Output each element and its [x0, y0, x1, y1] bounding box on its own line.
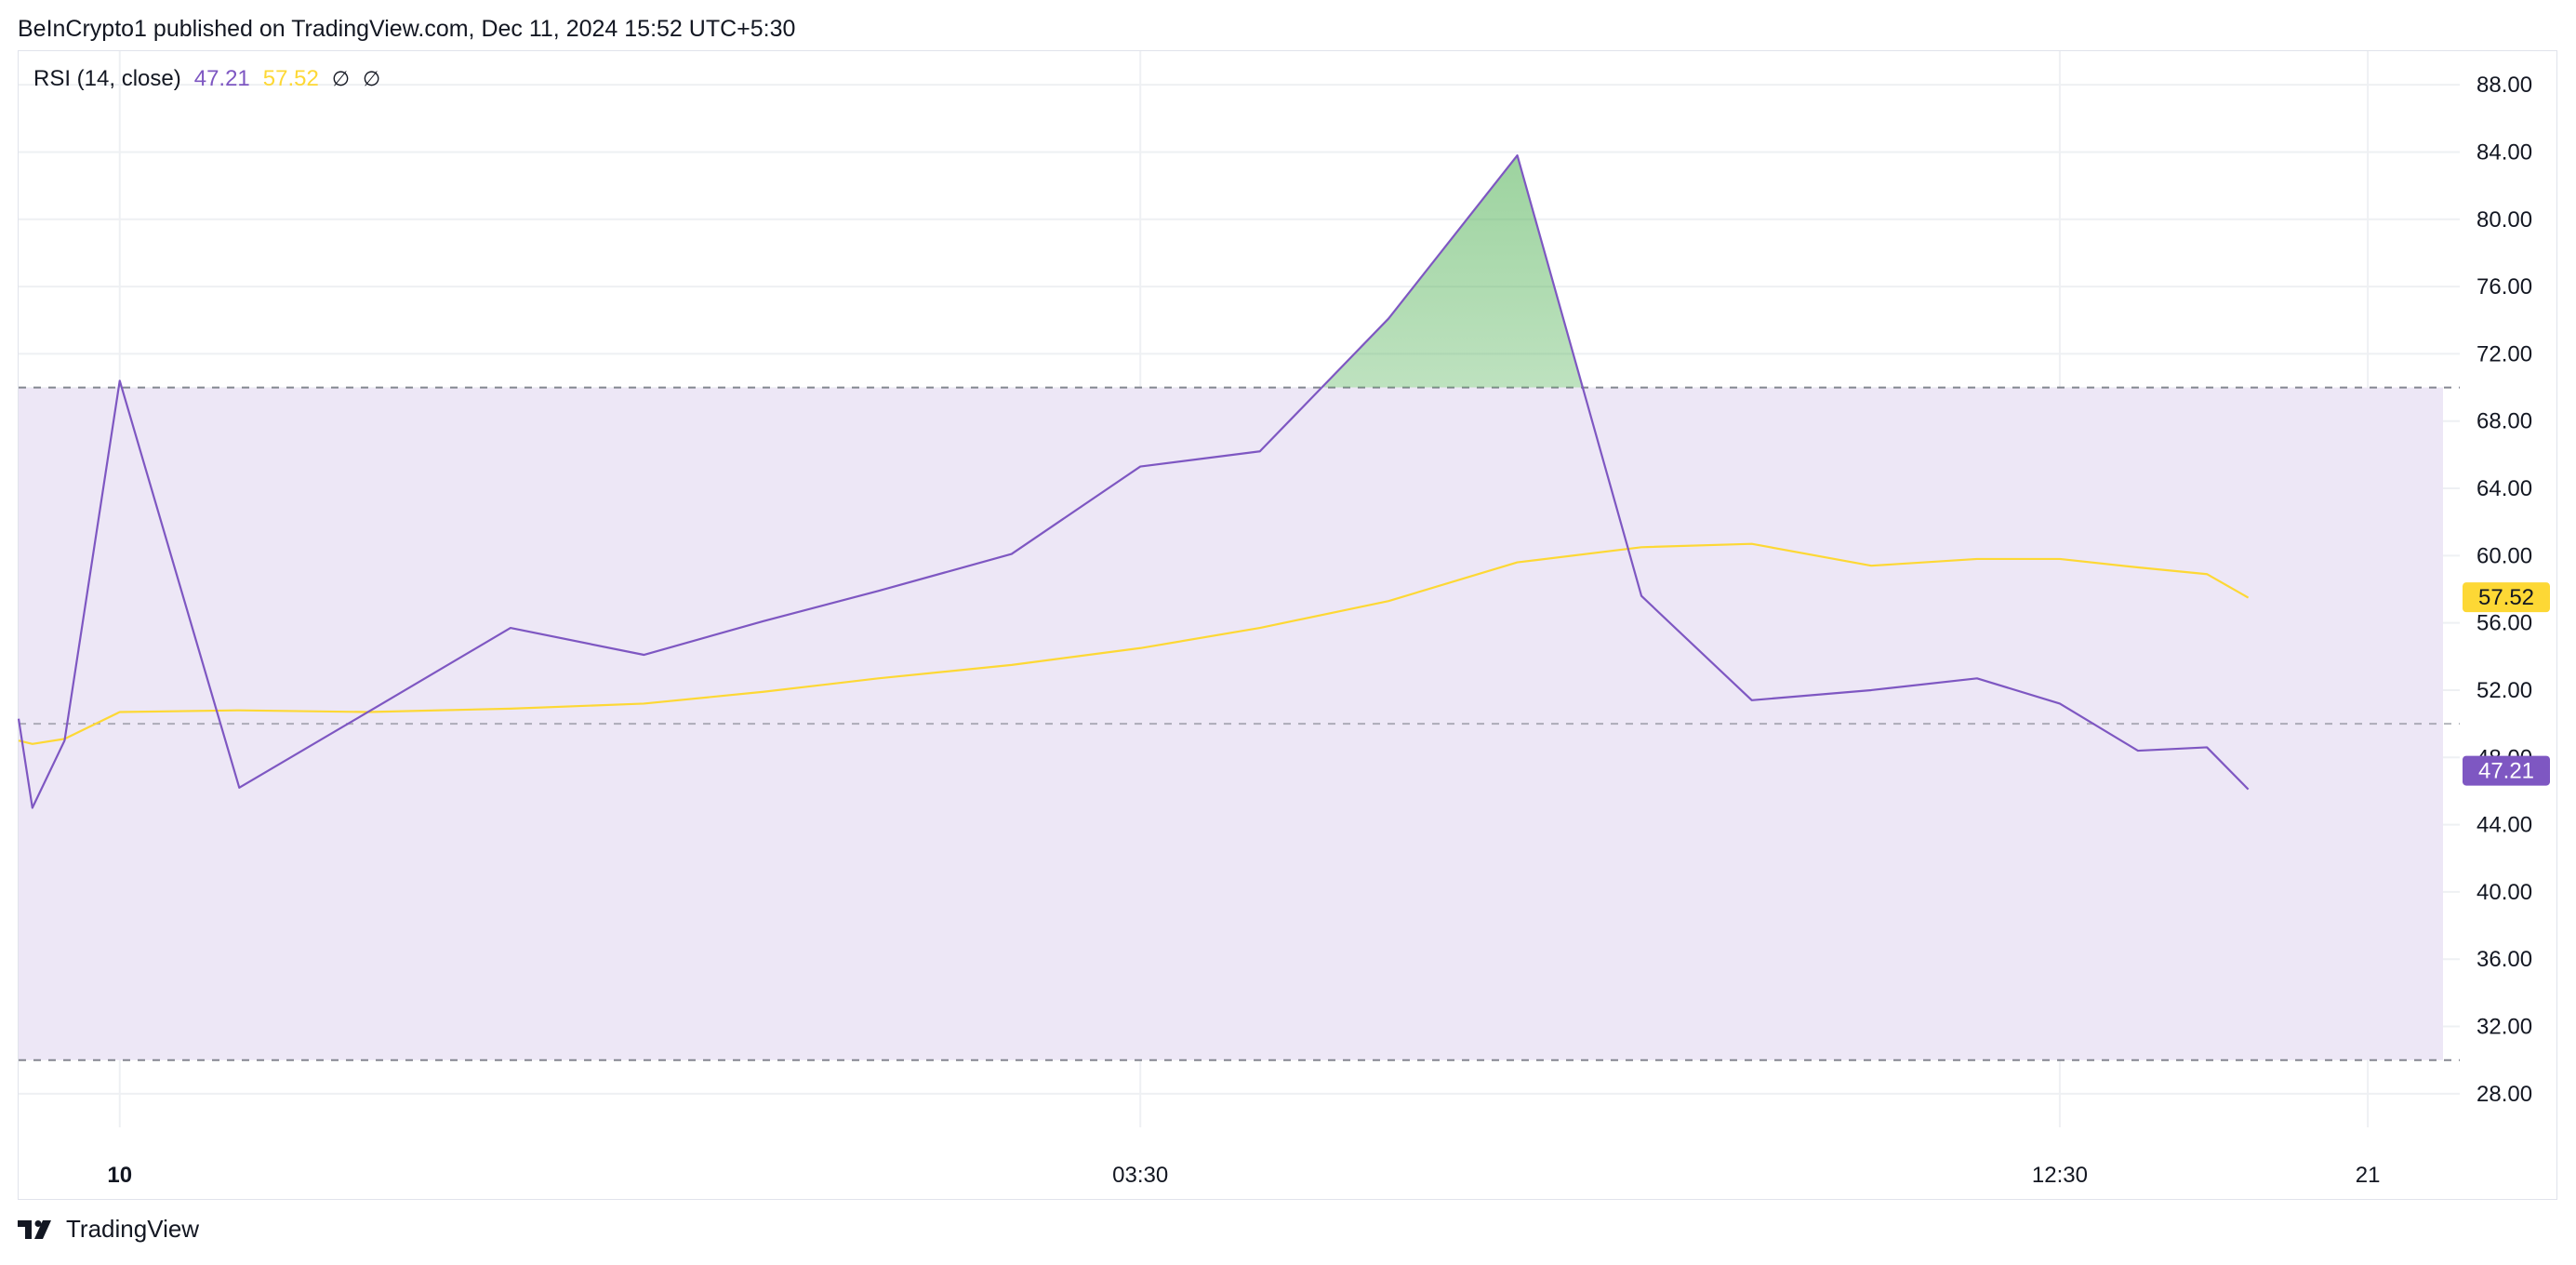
overbought-fill — [118, 155, 1583, 388]
tradingview-brand[interactable]: TradingView — [18, 1215, 199, 1244]
ma-last-value-badge: 57.52 — [2478, 585, 2534, 610]
brand-name: TradingView — [66, 1215, 200, 1243]
x-axis-tick-label: 03:30 — [1112, 1163, 1168, 1188]
y-axis-tick-label: 68.00 — [2476, 409, 2532, 434]
rsi-last-value-badge-bg — [2463, 755, 2550, 786]
y-axis-tick-label: 52.00 — [2476, 678, 2532, 703]
x-axis-tick-label: 12:30 — [2032, 1163, 2088, 1188]
y-axis-tick-label: 76.00 — [2476, 274, 2532, 300]
indicator-legend[interactable]: RSI (14, close) 47.21 57.52 ∅ ∅ — [33, 63, 380, 95]
rsi-ma-line[interactable] — [18, 542, 2250, 745]
rsi-value: 47.21 — [193, 66, 250, 91]
y-axis-tick-label: 44.00 — [2476, 813, 2532, 838]
null-value-icon: ∅ — [331, 67, 351, 90]
y-axis-tick-label: 64.00 — [2476, 476, 2532, 501]
publisher-line: BeInCrypto1 published on TradingView.com… — [18, 16, 796, 42]
null-value-icon: ∅ — [363, 67, 381, 90]
y-axis-tick-label: 88.00 — [2476, 73, 2532, 98]
ma-value: 57.52 — [262, 66, 319, 91]
indicator-name[interactable]: RSI (14, close) — [33, 66, 181, 91]
x-axis-tick-label: 10 — [107, 1163, 132, 1188]
y-axis-tick-label: 40.00 — [2476, 880, 2532, 905]
y-axis-tick-label: 60.00 — [2476, 543, 2532, 568]
y-axis-tick-label: 80.00 — [2476, 207, 2532, 233]
y-axis-tick-label: 36.00 — [2476, 947, 2532, 972]
rsi-last-value-badge: 47.21 — [2478, 759, 2534, 784]
chart-frame — [18, 50, 2557, 1200]
rsi-chart[interactable]: 88.00 84.00 80.00 76.00 72.00 68.00 64.00 60.00… — [0, 0, 2576, 1209]
rsi-line[interactable] — [17, 153, 2250, 809]
y-axis-tick-label: 28.00 — [2476, 1082, 2532, 1107]
ma-last-value-badge-bg — [2463, 582, 2550, 613]
y-axis-tick-label: 72.00 — [2476, 341, 2532, 366]
y-axis-tick-label: 56.00 — [2476, 611, 2532, 636]
x-axis-tick-label: 21 — [2356, 1163, 2381, 1188]
y-axis-tick-label: 32.00 — [2476, 1015, 2532, 1040]
y-axis-tick-label: 84.00 — [2476, 140, 2532, 165]
tradingview-logo-icon — [18, 1219, 51, 1239]
